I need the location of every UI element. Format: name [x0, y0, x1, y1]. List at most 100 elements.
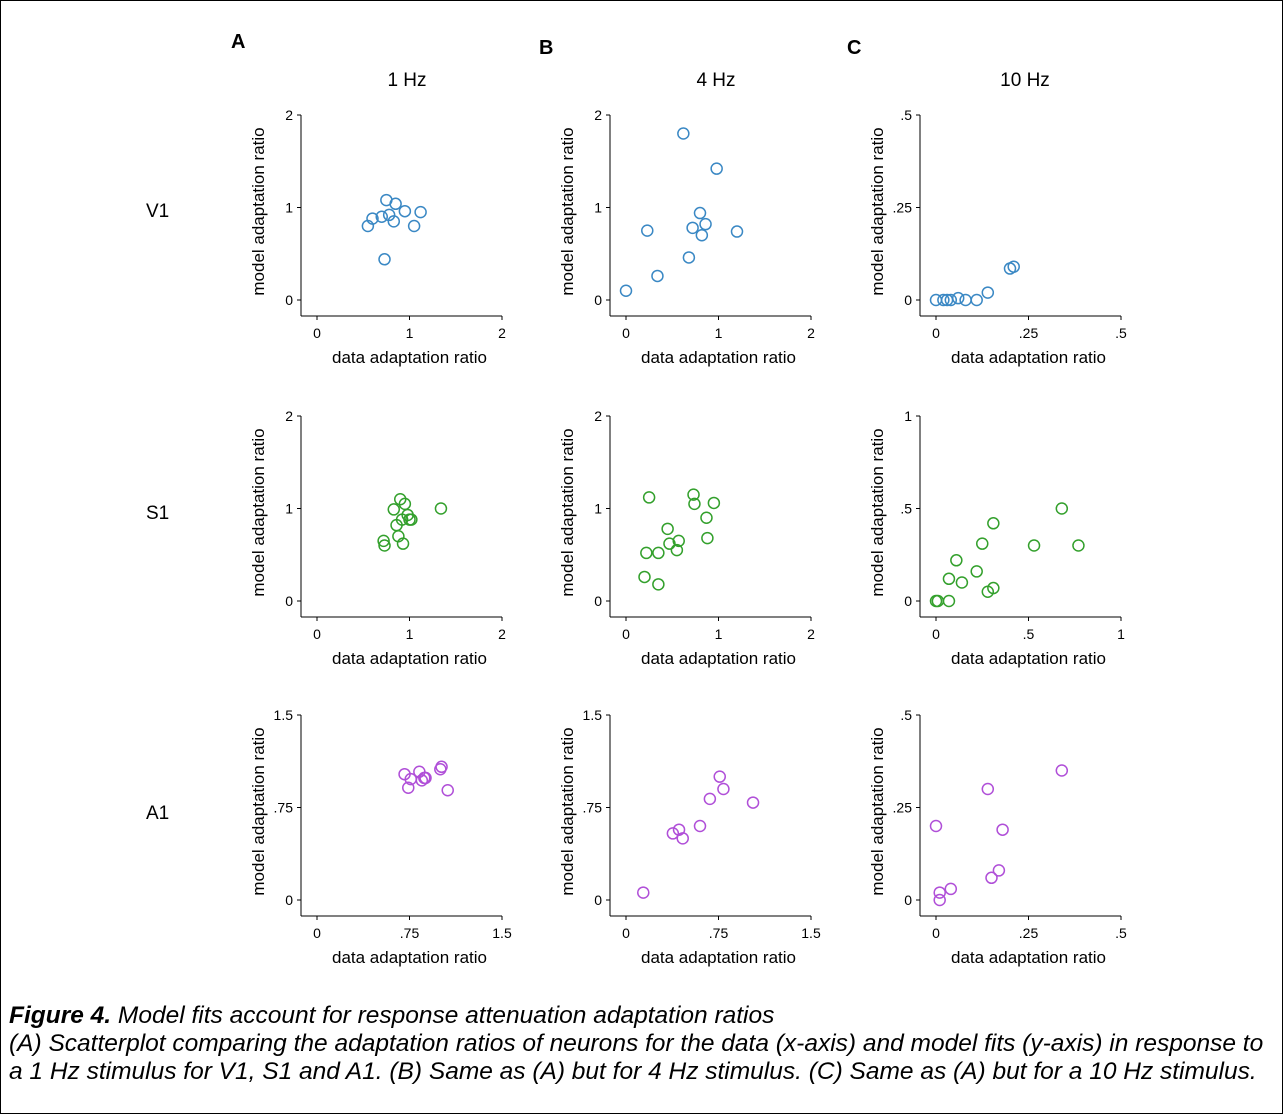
data-point — [377, 534, 390, 548]
data-point — [987, 517, 1000, 530]
y-tick-label: .5 — [900, 707, 912, 723]
data-point — [933, 893, 946, 907]
y-axis-label: model adaptation ratio — [558, 428, 577, 596]
x-tick-label: 2 — [498, 325, 506, 341]
column-title-4hz: 4 Hz — [696, 70, 735, 91]
y-axis-label: model adaptation ratio — [558, 127, 577, 295]
data-point — [666, 827, 680, 840]
data-point — [976, 537, 989, 550]
data-point — [693, 206, 707, 220]
data-point — [1055, 764, 1069, 777]
column-title-10hz: 10 Hz — [1000, 70, 1050, 91]
data-point — [1007, 260, 1020, 273]
row-label-v1: V1 — [146, 201, 169, 222]
x-axis-label: data adaptation ratio — [641, 348, 796, 367]
x-axis-label: data adaptation ratio — [332, 348, 487, 367]
data-point — [652, 578, 665, 591]
data-point — [717, 782, 730, 796]
data-point — [701, 531, 714, 545]
x-tick-label: 1.5 — [492, 925, 512, 941]
data-point — [929, 819, 943, 833]
data-point — [670, 543, 684, 557]
data-point — [700, 511, 713, 524]
data-point — [955, 576, 969, 589]
y-tick-label: 0 — [285, 292, 293, 308]
data-point — [378, 253, 391, 266]
y-axis-label: model adaptation ratio — [249, 727, 268, 895]
y-tick-label: 2 — [594, 107, 602, 123]
x-tick-label: 0 — [932, 325, 940, 341]
data-point — [387, 215, 401, 228]
caption-title-rest: Model fits account for response attenuat… — [111, 1002, 775, 1029]
y-tick-label: 1.5 — [583, 707, 603, 723]
y-axis-label: model adaptation ratio — [868, 428, 887, 596]
x-tick-label: 2 — [498, 626, 506, 642]
scatter-panel-s1-10hz: 0 .5 1 0 .5 1 data adaptation ratio model adapt… — [868, 408, 1125, 668]
data-point — [950, 554, 963, 567]
x-tick-label: .25 — [1019, 325, 1039, 341]
data-point — [687, 488, 700, 501]
x-tick-label: 1.5 — [801, 925, 821, 941]
data-point — [402, 781, 415, 795]
data-point — [677, 127, 690, 140]
x-tick-label: .75 — [709, 925, 729, 941]
caption-title: Figure 4. — [9, 1002, 112, 1029]
data-point — [676, 832, 689, 845]
y-tick-label: 0 — [904, 892, 912, 908]
row-label-a1: A1 — [146, 803, 169, 824]
x-tick-label: 0 — [622, 325, 630, 341]
x-tick-label: 1 — [715, 325, 723, 341]
data-point — [942, 594, 956, 608]
data-point — [389, 197, 402, 211]
x-tick-label: 0 — [313, 626, 321, 642]
panel-letter-c: C — [847, 37, 861, 59]
data-point — [703, 792, 717, 806]
y-axis-label: model adaptation ratio — [868, 727, 887, 895]
data-point — [375, 210, 388, 223]
x-tick-label: 0 — [932, 626, 940, 642]
data-point — [951, 291, 965, 305]
data-point — [944, 882, 958, 896]
data-point — [661, 522, 674, 536]
data-point — [710, 162, 723, 175]
row-label-s1: S1 — [146, 503, 169, 524]
data-point — [663, 537, 676, 550]
data-point — [970, 565, 983, 578]
x-tick-label: 0 — [932, 925, 940, 941]
y-tick-label: 1 — [285, 200, 293, 216]
y-tick-label: 0 — [904, 292, 912, 308]
data-point — [366, 212, 379, 225]
data-point — [638, 570, 651, 584]
data-point — [398, 204, 412, 218]
y-axis-label: model adaptation ratio — [249, 428, 268, 596]
data-point — [992, 864, 1006, 877]
data-point — [987, 581, 1000, 595]
data-point — [981, 286, 995, 299]
x-tick-label: 2 — [807, 325, 815, 341]
y-tick-label: .75 — [274, 800, 294, 816]
data-point — [642, 491, 656, 504]
x-tick-label: .75 — [400, 925, 420, 941]
x-tick-label: 2 — [807, 626, 815, 642]
data-point — [672, 534, 685, 548]
data-point — [942, 572, 956, 586]
caption-body: (A) Scatterplot comparing the adaptation… — [9, 1030, 1264, 1085]
y-tick-label: .25 — [893, 200, 913, 216]
data-point — [985, 871, 998, 885]
scatter-panel-v1-4hz: 0 1 2 0 1 2 data adaptation ratio model adaptat… — [558, 107, 815, 367]
x-tick-label: 1 — [715, 626, 723, 642]
data-point — [996, 823, 1009, 836]
data-point — [699, 217, 712, 231]
data-point — [637, 886, 650, 899]
scatter-panel-s1-4hz: 0 1 2 0 1 2 data adaptation ratio model adaptat… — [558, 408, 815, 668]
data-point — [686, 221, 699, 235]
data-point — [1055, 502, 1069, 515]
y-tick-label: 2 — [285, 408, 293, 424]
data-point — [959, 293, 972, 307]
data-point — [405, 513, 418, 526]
y-tick-label: 0 — [285, 593, 293, 609]
data-point — [652, 546, 665, 560]
x-tick-label: 1 — [1117, 626, 1125, 642]
scatter-panels: 0 1 2 0 1 2 data adaptation ratio model adaptat… — [249, 107, 1127, 967]
data-point — [944, 293, 958, 307]
